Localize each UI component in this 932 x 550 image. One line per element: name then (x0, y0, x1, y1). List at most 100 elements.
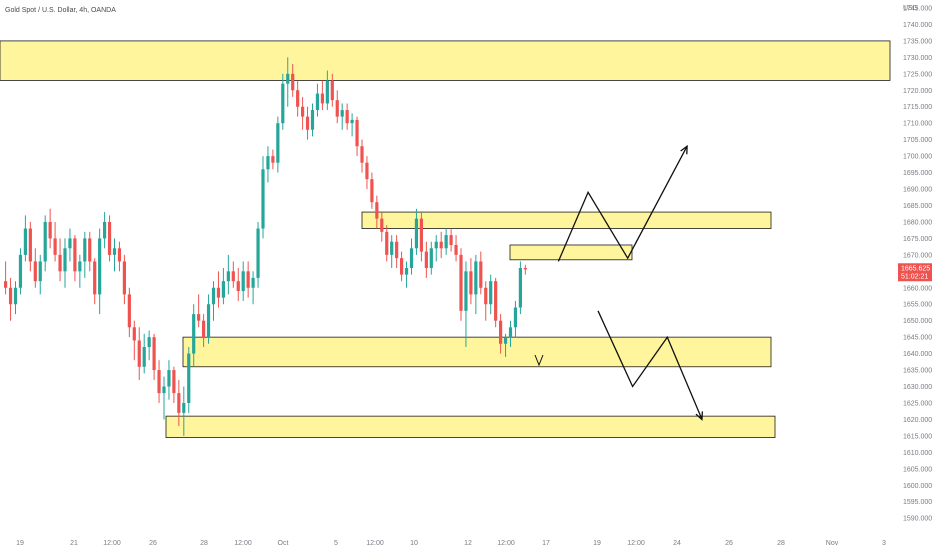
x-tick-label: 21 (70, 540, 78, 547)
candle (172, 366, 176, 403)
support-resistance-zone[interactable] (509, 244, 633, 261)
candle-body (365, 162, 369, 180)
candle (93, 258, 97, 305)
candle (53, 221, 57, 262)
candle (320, 80, 324, 111)
candle-body (380, 218, 384, 232)
x-tick-label: 19 (593, 540, 601, 547)
candle (454, 235, 458, 262)
projection-path[interactable] (597, 310, 703, 420)
x-tick-label: 12 (464, 540, 472, 547)
time-axis[interactable]: 19 21 12:00 26 28 12:00 Oct 5 12:00 10 12 12:00 17 19… (16, 540, 886, 547)
candle-body (68, 238, 72, 249)
x-tick-label: 17 (542, 540, 550, 547)
candle (325, 70, 329, 111)
candle (236, 268, 240, 301)
support-resistance-zone[interactable] (361, 211, 772, 229)
candle (310, 103, 315, 137)
candle (122, 254, 126, 305)
support-resistance-zone[interactable] (182, 336, 772, 368)
candle (400, 251, 404, 282)
y-tick-label: 1690.000 (903, 187, 932, 194)
candle-body (112, 248, 117, 255)
candle-body (444, 235, 448, 249)
candle-body (127, 294, 131, 328)
candle (33, 248, 37, 288)
candle (211, 281, 216, 321)
candle-body (281, 83, 285, 124)
candle-body (103, 221, 107, 239)
candle-body (142, 347, 146, 367)
y-tick-label: 1615.000 (903, 433, 932, 440)
candle (197, 294, 201, 328)
candle-body (370, 179, 374, 203)
candle-body (315, 93, 320, 111)
candle (345, 103, 349, 130)
y-tick-label: 1595.000 (903, 499, 932, 506)
y-tick-label: 1675.000 (903, 236, 932, 243)
candle-body (23, 228, 27, 255)
candle-body (187, 353, 191, 403)
y-tick-label: 1610.000 (903, 450, 932, 457)
candle-body (325, 80, 329, 104)
candle-body (419, 218, 423, 252)
candle-body (152, 337, 156, 371)
candle (251, 271, 255, 305)
y-tick-label: 1625.000 (903, 400, 932, 407)
y-tick-label: 1645.000 (903, 335, 932, 342)
y-tick-label: 1650.000 (903, 318, 932, 325)
x-tick-label: 26 (725, 540, 733, 547)
y-tick-label: 1720.000 (903, 88, 932, 95)
candle-body (236, 281, 240, 292)
candle (276, 116, 280, 173)
candle (68, 228, 72, 262)
bar-countdown: 51:02:21 (901, 273, 928, 280)
candle-body (434, 241, 438, 249)
y-tick-label: 1680.000 (903, 219, 932, 226)
candle (152, 333, 156, 380)
candle (380, 212, 384, 242)
candle-body (83, 238, 87, 262)
candle (464, 261, 468, 348)
candle-body (350, 119, 354, 124)
candle-body (122, 261, 126, 295)
candle (192, 304, 196, 367)
candle (409, 238, 414, 275)
candle (340, 103, 344, 130)
candle-body (241, 271, 245, 292)
support-resistance-zone[interactable] (165, 415, 776, 438)
candle (63, 238, 67, 288)
candle-body (494, 281, 498, 321)
candle (98, 228, 102, 315)
candle-body (107, 221, 112, 255)
candle-body (197, 314, 201, 321)
candle (489, 274, 493, 315)
candle-body (53, 238, 57, 255)
candle-body (499, 320, 503, 344)
symbol-title: Gold Spot / U.S. Dollar, 4h, OANDA (5, 7, 116, 14)
candle (469, 258, 473, 305)
candle (271, 149, 275, 170)
candle-body (345, 110, 349, 124)
arrow-head-icon (695, 411, 704, 421)
projection-path[interactable] (557, 145, 688, 262)
candle (112, 238, 117, 272)
candle-body (73, 238, 77, 272)
candle (187, 347, 191, 413)
candle-body (211, 287, 216, 305)
candle-body (147, 337, 151, 348)
candle-body (206, 304, 211, 338)
candle-body (474, 261, 478, 295)
last-price-value: 1665.625 (901, 265, 930, 272)
candle-body (404, 268, 409, 275)
projection-arrows (534, 144, 704, 421)
candle (385, 225, 389, 262)
candle (266, 146, 270, 183)
candle (429, 241, 433, 275)
candle (58, 238, 62, 282)
y-tick-label: 1620.000 (903, 417, 932, 424)
support-resistance-zone[interactable] (0, 40, 891, 81)
x-tick-label: 12:00 (234, 540, 252, 547)
candle-body (523, 268, 527, 270)
